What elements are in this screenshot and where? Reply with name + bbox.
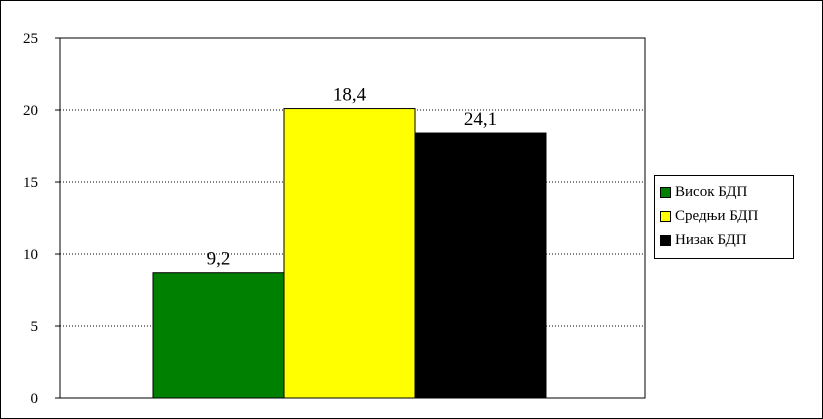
legend-label-high-gdp: Висок БДП xyxy=(675,183,748,200)
legend-item-middle-gdp: Средњи БДП xyxy=(660,204,793,228)
data-label: 24,1 xyxy=(464,109,497,130)
data-label: 18,4 xyxy=(333,85,367,106)
bar xyxy=(414,132,547,399)
y-tick-label: 5 xyxy=(31,319,39,335)
legend-item-high-gdp: Висок БДП xyxy=(660,180,793,204)
legend-label-low-gdp: Низак БДП xyxy=(675,231,747,248)
y-tick-label: 25 xyxy=(23,31,38,47)
legend-swatch-low-gdp xyxy=(660,234,671,246)
legend-label-middle-gdp: Средњи БДП xyxy=(675,207,759,224)
y-tick-label: 15 xyxy=(23,175,38,191)
y-tick-label: 0 xyxy=(31,391,39,407)
y-tick-label: 10 xyxy=(23,247,38,263)
data-label: 9,2 xyxy=(207,249,231,270)
bar xyxy=(283,108,416,399)
y-tick-label: 20 xyxy=(23,103,38,119)
legend-swatch-middle-gdp xyxy=(660,210,671,222)
legend-item-low-gdp: Низак БДП xyxy=(660,228,793,252)
legend-swatch-high-gdp xyxy=(660,186,671,198)
bar xyxy=(152,272,285,399)
chart-legend: Висок БДП Средњи БДП Низак БДП xyxy=(654,175,794,259)
